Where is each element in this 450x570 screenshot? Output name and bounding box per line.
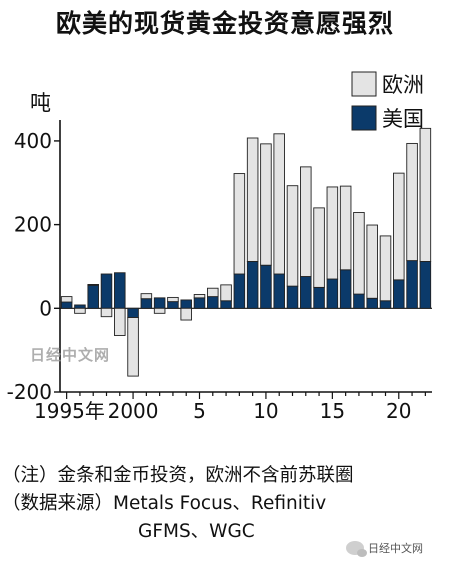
bar-us: [87, 284, 99, 309]
bar-europe: [326, 186, 339, 280]
bar-us: [100, 273, 113, 309]
bar-europe: [127, 317, 139, 377]
bar-us: [406, 260, 418, 309]
bar-europe: [393, 172, 405, 281]
bar-us: [300, 276, 312, 309]
bar-europe: [366, 224, 378, 299]
axis-layer: -200 0 200 400 吨 1995年 2000 5 10 15 20: [7, 91, 432, 423]
y-tick-label: 200: [14, 213, 52, 237]
x-tick-label: 20: [386, 399, 411, 423]
bar-us: [353, 293, 365, 309]
bar-europe: [167, 296, 179, 303]
bar-us: [313, 286, 325, 309]
bar-us: [140, 298, 153, 309]
bar-us: [366, 297, 378, 309]
bar-europe: [193, 294, 206, 299]
bar-us: [207, 296, 219, 309]
bars-layer: [60, 127, 432, 377]
bar-us: [180, 299, 192, 309]
bar-us: [326, 278, 339, 309]
y-tick-label: -200: [7, 380, 52, 404]
bar-europe: [313, 207, 325, 288]
y-tick-label: 400: [14, 129, 52, 153]
legend-swatch-europe: [351, 71, 377, 97]
bar-europe: [273, 133, 285, 275]
source-line-2: GFMS、WGC: [138, 521, 255, 542]
bar-europe: [100, 307, 113, 318]
legend-swatch-us: [351, 105, 377, 131]
bar-us: [153, 297, 166, 309]
x-tick-label: 1995年: [34, 399, 105, 423]
bar-us: [60, 301, 73, 309]
bar-europe: [60, 296, 73, 303]
bar-europe: [140, 293, 153, 300]
bar-europe: [74, 307, 86, 314]
bar-europe: [286, 185, 299, 287]
bar-us: [260, 264, 272, 309]
bar-europe: [260, 143, 272, 266]
bar-us: [246, 260, 259, 309]
x-tick-label: 15: [320, 399, 345, 423]
bar-us: [286, 285, 299, 309]
y-axis-label: 吨: [30, 91, 51, 115]
bar-us: [220, 300, 232, 309]
corner-watermark: 日经中文网: [346, 540, 423, 557]
bar-europe: [339, 185, 352, 271]
note-line-1: （注）金条和金币投资，欧洲不含前苏联圈: [2, 465, 354, 486]
bar-europe: [233, 173, 246, 275]
bar-europe: [419, 127, 432, 262]
bar-us: [379, 300, 392, 309]
y-tick-label: 0: [39, 296, 52, 320]
bar-us: [193, 297, 206, 309]
bar-us: [393, 279, 405, 309]
bar-us: [167, 301, 179, 309]
bar-europe: [220, 284, 232, 302]
bar-europe: [379, 235, 392, 302]
chart-notes: （注）金条和金币投资，欧洲不含前苏联圈 （数据来源）Metals Focus、R…: [2, 462, 448, 546]
bar-us: [74, 304, 86, 309]
x-tick-label: 5: [193, 399, 206, 423]
bar-europe: [300, 166, 312, 277]
chart-title: 欧美的现货黄金投资意愿强烈: [55, 9, 394, 38]
bar-europe: [87, 284, 99, 286]
bar-us: [419, 260, 432, 309]
legend-label-europe: 欧洲: [382, 73, 424, 97]
legend-label-us: 美国: [382, 107, 424, 131]
center-watermark: 日经中文网: [30, 346, 111, 364]
bar-europe: [353, 212, 365, 295]
bar-europe: [180, 307, 192, 321]
wechat-icon: [346, 541, 367, 557]
bar-europe: [406, 142, 418, 262]
bar-us: [127, 307, 139, 318]
bar-europe: [114, 307, 126, 336]
x-tick-label: 2000: [108, 399, 159, 423]
bar-us: [339, 269, 352, 309]
bar-europe: [246, 137, 259, 262]
bar-us: [114, 272, 126, 309]
bar-europe: [207, 287, 219, 298]
source-line-1: （数据来源）Metals Focus、Refinitiv: [2, 493, 327, 514]
bar-us: [273, 273, 285, 309]
bar-europe: [153, 307, 166, 314]
bar-us: [233, 273, 246, 309]
x-tick-label: 10: [253, 399, 278, 423]
